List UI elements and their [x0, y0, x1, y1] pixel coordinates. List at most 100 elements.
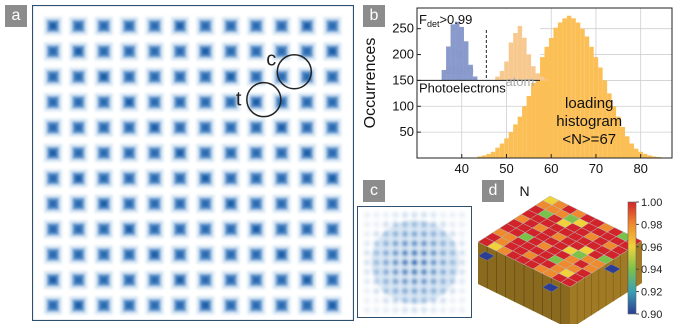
atom-spot: [323, 93, 342, 112]
inset-atom-bar: [504, 61, 509, 81]
atom-spot: [44, 220, 62, 239]
atom-spot: [120, 245, 139, 264]
atom-spot-core: [278, 22, 286, 30]
atom-spot-core: [74, 73, 82, 81]
atom-spot: [272, 169, 291, 188]
inset-label-atom-1: atom: [445, 62, 474, 77]
atom-spot: [69, 296, 88, 315]
averaged-spot: [411, 287, 418, 295]
atom-spot-core: [328, 301, 336, 309]
averaged-spot: [439, 221, 447, 228]
atom-spot-core: [125, 22, 133, 30]
atom-spot-core: [176, 47, 184, 55]
y-tick-label: 50: [400, 124, 414, 139]
averaged-spot: [439, 278, 447, 285]
atom-spot-core: [74, 200, 82, 208]
atom-spot-core: [227, 124, 235, 132]
fidelity-tile: [560, 277, 578, 288]
inset-no-atom-bar: [455, 21, 460, 81]
inset-label-no: no: [452, 46, 466, 61]
atom-spot: [323, 17, 342, 35]
atom-spot: [221, 169, 240, 188]
inset-no-atom-bar: [446, 46, 451, 81]
loading-histogram-bar: [531, 83, 536, 158]
atom-spot-core: [49, 301, 57, 309]
atom-spot-core: [328, 47, 336, 55]
averaged-spot: [430, 306, 437, 314]
atom-spot-core: [125, 225, 133, 233]
averaged-spot: [420, 230, 428, 238]
atom-spot: [94, 42, 113, 61]
atom-spot-core: [227, 200, 235, 208]
atom-spot: [69, 17, 88, 35]
atom-spot-core: [176, 301, 184, 309]
averaged-spot: [458, 230, 466, 238]
atom-spot-core: [201, 124, 209, 132]
atom-spot-core: [227, 73, 235, 81]
atom-spot: [145, 169, 164, 188]
inset-atom-bar: [508, 42, 514, 81]
atom-spot: [221, 67, 240, 86]
loading-histogram-bar: [495, 147, 500, 158]
atom-spot-core: [252, 225, 260, 233]
atom-spot-core: [252, 301, 260, 309]
atom-spot-core: [151, 47, 159, 55]
atom-spot-core: [278, 124, 286, 132]
atom-spot-core: [49, 73, 57, 81]
atom-spot: [247, 271, 266, 289]
atom-spot-core: [100, 73, 108, 81]
loading-histogram-bar: [642, 153, 648, 158]
atom-spot: [221, 93, 240, 112]
atom-spot-core: [125, 98, 133, 106]
atom-spot: [323, 194, 342, 213]
loading-histogram-bar: [481, 155, 487, 158]
inset-atom-bar: [495, 76, 500, 81]
atom-spot: [94, 245, 113, 264]
atom-spot: [196, 220, 215, 239]
atom-spot-core: [176, 22, 184, 30]
atom-spot-core: [201, 73, 209, 81]
averaged-spot: [458, 306, 466, 314]
atom-spot-core: [151, 73, 159, 81]
atom-spot-core: [252, 124, 260, 132]
atom-spot-core: [227, 251, 235, 259]
atom-spot: [120, 194, 139, 213]
atom-spot-core: [201, 200, 209, 208]
atom-spot-core: [125, 149, 133, 157]
averaged-spot: [439, 297, 447, 304]
atom-spot-core: [151, 98, 159, 106]
atom-spot-core: [49, 47, 57, 55]
panel-d-fidelity-3d-plot: 1.00 0.98 0.96 0.94 0.92 0.90: [478, 195, 662, 324]
atom-spot: [120, 144, 139, 162]
averaged-spot: [382, 240, 390, 247]
loading-histogram-bar: [593, 57, 599, 158]
atom-spot: [247, 220, 266, 239]
atom-spot: [69, 271, 88, 289]
atom-spot: [145, 93, 164, 112]
atom-spot-core: [252, 47, 260, 55]
atom-spot: [196, 67, 215, 86]
averaged-spot: [373, 278, 380, 285]
atom-spot-core: [303, 73, 311, 81]
inset-atom-bar: [499, 70, 505, 81]
loading-histogram-bar: [589, 46, 594, 158]
atom-spot-core: [100, 22, 108, 30]
x-tick-label: 50: [499, 161, 513, 176]
atom-spot: [247, 169, 266, 188]
atom-spot: [171, 144, 189, 162]
panel-d-label: d: [482, 180, 504, 202]
loading-histogram-bar: [526, 95, 532, 158]
atom-spot: [298, 220, 316, 239]
atom-spot: [221, 245, 240, 264]
panel-b-label: b: [363, 5, 385, 27]
inset-no-atom-bar: [441, 69, 447, 81]
atom-spot-core: [74, 174, 82, 182]
atom-spot: [272, 118, 291, 137]
loading-histogram-bar: [486, 153, 491, 158]
annotation-histogram: histogram: [556, 113, 622, 130]
colorbar-tick-label: 0.90: [641, 309, 662, 321]
atom-spot-core: [278, 225, 286, 233]
atom-spot: [171, 118, 189, 137]
atom-spot: [94, 118, 113, 137]
atom-spot: [171, 93, 189, 112]
